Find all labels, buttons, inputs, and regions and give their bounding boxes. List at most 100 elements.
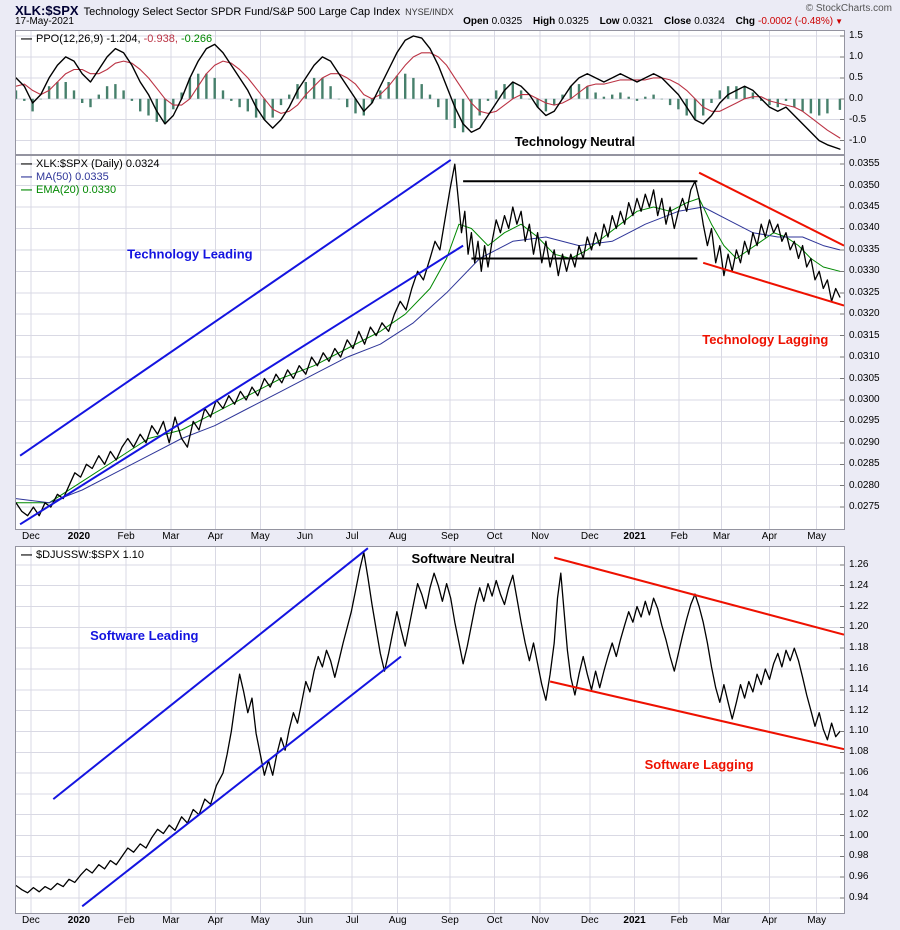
legend-row: — EMA(20) 0.0330	[21, 184, 160, 197]
x-axis-label: Oct	[486, 915, 503, 926]
x-axis-label: Jul	[345, 531, 359, 542]
y-axis-label: 1.20	[849, 621, 869, 633]
y-axis-label: 1.26	[849, 558, 869, 570]
legend-text: -1.204,	[106, 33, 144, 45]
legend-text: PPO(12,26,9)	[36, 33, 107, 45]
ratio-panel: Software Neutral Software Leading Software…	[15, 546, 845, 914]
x-axis-label: Dec	[580, 915, 599, 926]
legend-row: — XLK:$SPX (Daily) 0.0324	[21, 158, 160, 171]
y-axis-label: 0.0320	[849, 308, 880, 320]
y-axis-label: 0.0325	[849, 286, 880, 298]
y-axis-label: 0.94	[849, 892, 869, 903]
x-axis-label: 2021	[623, 531, 646, 542]
y-axis-label: 0.0295	[849, 415, 880, 427]
x-axis-label: Jun	[296, 915, 314, 926]
x-axis-label: Nov	[531, 531, 550, 542]
y-axis-label: 1.06	[849, 767, 869, 779]
price-panel: Technology Leading Technology Lagging — XL…	[15, 155, 845, 530]
legend-line-swatch: —	[21, 549, 32, 561]
open-label: Open	[463, 16, 489, 27]
x-axis-label: May	[250, 531, 270, 542]
y-axis-label: 0.0350	[849, 179, 880, 191]
x-axis-label: Feb	[670, 915, 688, 926]
y-axis-label: 1.5	[849, 30, 863, 42]
y-axis-label: 0.0	[849, 92, 863, 104]
x-axis-label: 2020	[67, 531, 91, 542]
ppo-panel: Technology Neutral — PPO(12,26,9) -1.204,…	[15, 30, 845, 155]
x-axis-label: Apr	[761, 531, 778, 542]
price-legend: — XLK:$SPX (Daily) 0.0324 — MA(50) 0.0335 — E…	[21, 158, 160, 197]
x-axis-label: Feb	[117, 915, 135, 926]
x-axis-label: Oct	[486, 531, 503, 542]
x-axis-label: Sep	[440, 531, 459, 542]
y-axis-label: 0.0285	[849, 458, 880, 470]
page-title: Technology Select Sector SPDR Fund/S&P 5…	[83, 6, 401, 18]
legend-row: — MA(50) 0.0335	[21, 171, 160, 184]
svg-text:Technology Neutral: Technology Neutral	[515, 134, 635, 149]
x-axis-label: Jul	[345, 915, 359, 926]
symbol-label: XLK:$SPX	[15, 3, 79, 18]
open-value: 0.0325	[491, 16, 523, 27]
legend-text: -0.266	[180, 33, 213, 45]
y-axis-label: 1.00	[849, 829, 869, 841]
y-axis-label: 1.04	[849, 787, 869, 799]
chart-date: 17-May-2021	[15, 16, 74, 27]
legend-text: -0.938,	[143, 33, 181, 45]
x-axis-label: May	[807, 915, 827, 926]
y-axis-label: 1.22	[849, 600, 869, 612]
x-axis-label: Dec	[580, 531, 599, 542]
chg-label: Chg	[735, 16, 756, 27]
svg-text:Technology Lagging: Technology Lagging	[702, 332, 828, 347]
low-value: 0.0321	[622, 16, 654, 27]
price-plot-canvas: Technology Leading Technology Lagging	[16, 156, 844, 529]
y-axis-label: 0.0300	[849, 393, 880, 405]
x-axis-label: Sep	[440, 915, 459, 926]
y-axis-label: 1.0	[849, 50, 863, 62]
quote-row: 17-May-2021 Open 0.0325 High 0.0325 Low 0.0…	[15, 16, 845, 30]
y-axis-label: 0.0310	[849, 351, 880, 363]
x-axis-label: Nov	[531, 915, 550, 926]
ppo-plot-canvas: Technology Neutral	[16, 31, 844, 154]
y-axis-label: 1.24	[849, 579, 869, 591]
x-axis-label: Dec	[21, 531, 40, 542]
high-value: 0.0325	[558, 16, 589, 27]
legend-row: — PPO(12,26,9) -1.204, -0.938, -0.266	[21, 33, 212, 46]
low-label: Low	[599, 16, 620, 27]
y-axis-label: 0.96	[849, 871, 869, 883]
legend-text: XLK:$SPX (Daily) 0.0324	[36, 158, 160, 170]
x-axis-label: Aug	[388, 915, 407, 926]
y-axis-label: -0.5	[849, 113, 867, 125]
quote-strip: Open 0.0325 High 0.0325 Low 0.0321 Close 0.0…	[455, 16, 843, 27]
y-axis-label: 0.0355	[849, 158, 880, 170]
ratio-plot-canvas: Software Neutral Software Leading Software…	[16, 547, 844, 913]
y-axis-label: 1.02	[849, 808, 869, 820]
high-label: High	[533, 16, 556, 27]
legend-line-swatch: —	[21, 33, 32, 45]
y-axis-label: 1.18	[849, 642, 869, 654]
y-axis-label: 1.14	[849, 683, 869, 695]
y-axis-label: 1.12	[849, 704, 869, 716]
y-axis-label: 0.0335	[849, 243, 880, 255]
chart-header: XLK:$SPX Technology Select Sector SPDR Fu…	[15, 2, 892, 18]
y-axis-label: 0.0315	[849, 329, 880, 341]
x-axis-label: Feb	[117, 531, 135, 542]
chg-value: -0.0002 (-0.48%)	[758, 16, 834, 27]
x-axis-label: 2020	[67, 915, 91, 926]
chg-down-icon: ▼	[835, 17, 843, 26]
x-axis-labels-bottom: Dec 2020 Feb Mar Apr May Jun Jul Aug Sep Oct Nov Dec…	[0, 914, 900, 930]
exchange-label: NYSE/INDX	[405, 7, 454, 17]
close-value: 0.0324	[694, 16, 725, 27]
y-axis-label: 0.0345	[849, 201, 880, 213]
legend-line-swatch: —	[21, 184, 32, 196]
ratio-legend: — $DJUSSW:$SPX 1.10	[21, 549, 144, 562]
x-axis-label: Jun	[296, 531, 314, 542]
legend-line-swatch: —	[21, 171, 32, 183]
y-axis-label: 0.5	[849, 71, 863, 83]
x-axis-label: Aug	[388, 531, 407, 542]
x-axis-label: Dec	[21, 915, 40, 926]
x-axis-label: Feb	[670, 531, 688, 542]
x-axis-label: Mar	[162, 531, 180, 542]
x-axis-label: Mar	[162, 915, 180, 926]
x-axis-labels-top: Dec 2020 Feb Mar Apr May Jun Jul Aug Sep Oct Nov Dec…	[0, 530, 900, 546]
